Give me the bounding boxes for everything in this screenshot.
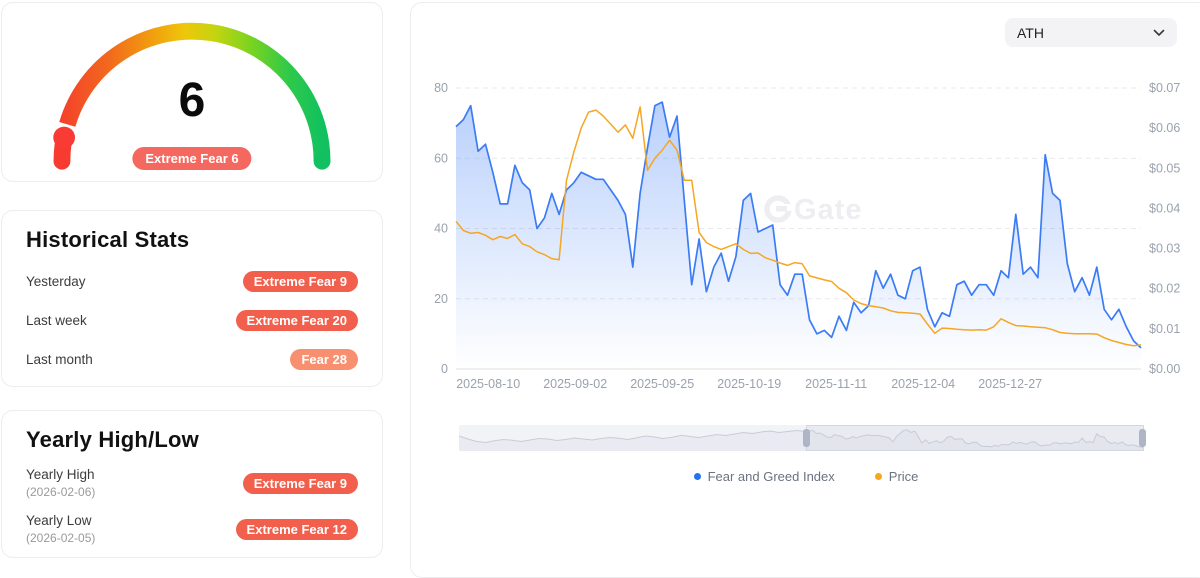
status-badge: Extreme Fear 20 (235, 310, 358, 331)
stat-row-yearly-low: Yearly Low (2026-02-05) Extreme Fear 12 (26, 513, 358, 545)
chevron-down-icon (1153, 29, 1165, 37)
stat-date: (2026-02-06) (26, 485, 96, 499)
historical-stats-title: Historical Stats (26, 227, 190, 252)
legend-item-fear-greed[interactable]: Fear and Greed Index (693, 469, 835, 484)
status-badge: Fear 28 (290, 349, 358, 370)
svg-text:$0.05: $0.05 (1149, 161, 1180, 175)
yearly-high-low-card: Yearly High/Low Yearly High (2026-02-06)… (1, 410, 383, 558)
time-range-dropdown[interactable]: ATH (1005, 18, 1177, 47)
legend-dot-blue (693, 473, 701, 480)
svg-text:2025-11-11: 2025-11-11 (805, 377, 867, 391)
svg-text:$0.04: $0.04 (1149, 201, 1180, 215)
svg-text:2025-12-04: 2025-12-04 (891, 377, 955, 391)
stat-row-yesterday: Yesterday Extreme Fear 9 (26, 271, 358, 292)
svg-text:$0.02: $0.02 (1149, 282, 1180, 296)
brush-selected-window[interactable] (805, 425, 1144, 451)
brush-handle-left[interactable] (802, 429, 810, 447)
svg-text:Gate: Gate (794, 194, 862, 226)
svg-text:80: 80 (434, 81, 448, 95)
status-badge: Extreme Fear 12 (235, 518, 358, 540)
svg-text:20: 20 (434, 292, 448, 306)
status-badge: Extreme Fear 9 (242, 271, 358, 292)
time-range-value: ATH (1017, 24, 1044, 41)
gauge-pointer-dot (53, 126, 76, 149)
svg-text:40: 40 (434, 222, 448, 236)
gauge-value: 6 (178, 74, 206, 127)
legend-label: Price (888, 469, 919, 484)
brush-handle-right[interactable] (1139, 429, 1146, 447)
legend-dot-orange (874, 473, 882, 480)
fear-greed-chart-card: ATH 80 60 40 20 0 $0.07 $0.06 $0.05 $0.04 $0.03 $0… (410, 2, 1200, 578)
svg-text:2025-09-02: 2025-09-02 (543, 377, 607, 391)
stat-label: Last month (26, 352, 93, 367)
stat-label-group: Yearly Low (2026-02-05) (26, 513, 95, 545)
legend-label: Fear and Greed Index (707, 469, 835, 484)
svg-text:2025-08-10: 2025-08-10 (456, 377, 520, 391)
fear-greed-price-chart: 80 60 40 20 0 $0.07 $0.06 $0.05 $0.04 $0.03 $0.02 $… (426, 78, 1186, 408)
svg-text:60: 60 (434, 151, 448, 165)
svg-text:2025-12-27: 2025-12-27 (978, 377, 1042, 391)
svg-text:$0.03: $0.03 (1149, 242, 1180, 256)
stat-label: Yesterday (26, 274, 86, 289)
yearly-high-low-title: Yearly High/Low (26, 427, 199, 452)
chart-range-brush[interactable] (459, 425, 1146, 451)
chart-legend: Fear and Greed Index Price (411, 469, 1200, 484)
svg-text:$0.06: $0.06 (1149, 121, 1180, 135)
stat-label-group: Yearly High (2026-02-06) (26, 467, 95, 499)
stat-date: (2026-02-05) (26, 531, 96, 545)
svg-text:2025-10-19: 2025-10-19 (717, 377, 781, 391)
status-badge: Extreme Fear 9 (242, 472, 358, 494)
gate-watermark: Gate (764, 194, 862, 226)
stat-row-last-month: Last month Fear 28 (26, 349, 358, 370)
svg-text:$0.07: $0.07 (1149, 81, 1180, 95)
svg-text:$0.01: $0.01 (1149, 322, 1180, 336)
stat-label: Yearly Low (26, 513, 92, 528)
stat-label: Last week (26, 313, 87, 328)
stat-row-yearly-high: Yearly High (2026-02-06) Extreme Fear 9 (26, 467, 358, 499)
gauge-arc (53, 22, 331, 170)
stat-label: Yearly High (26, 467, 95, 482)
stat-row-last-week: Last week Extreme Fear 20 (26, 310, 358, 331)
gauge-status-badge: Extreme Fear 6 (132, 147, 252, 170)
svg-text:$0.00: $0.00 (1149, 362, 1180, 376)
legend-item-price[interactable]: Price (874, 469, 919, 484)
historical-stats-card: Historical Stats Yesterday Extreme Fear … (1, 210, 383, 387)
svg-text:0: 0 (441, 362, 448, 376)
fear-greed-gauge-card: 6 Extreme Fear 6 (1, 2, 383, 182)
svg-text:2025-09-25: 2025-09-25 (630, 377, 694, 391)
